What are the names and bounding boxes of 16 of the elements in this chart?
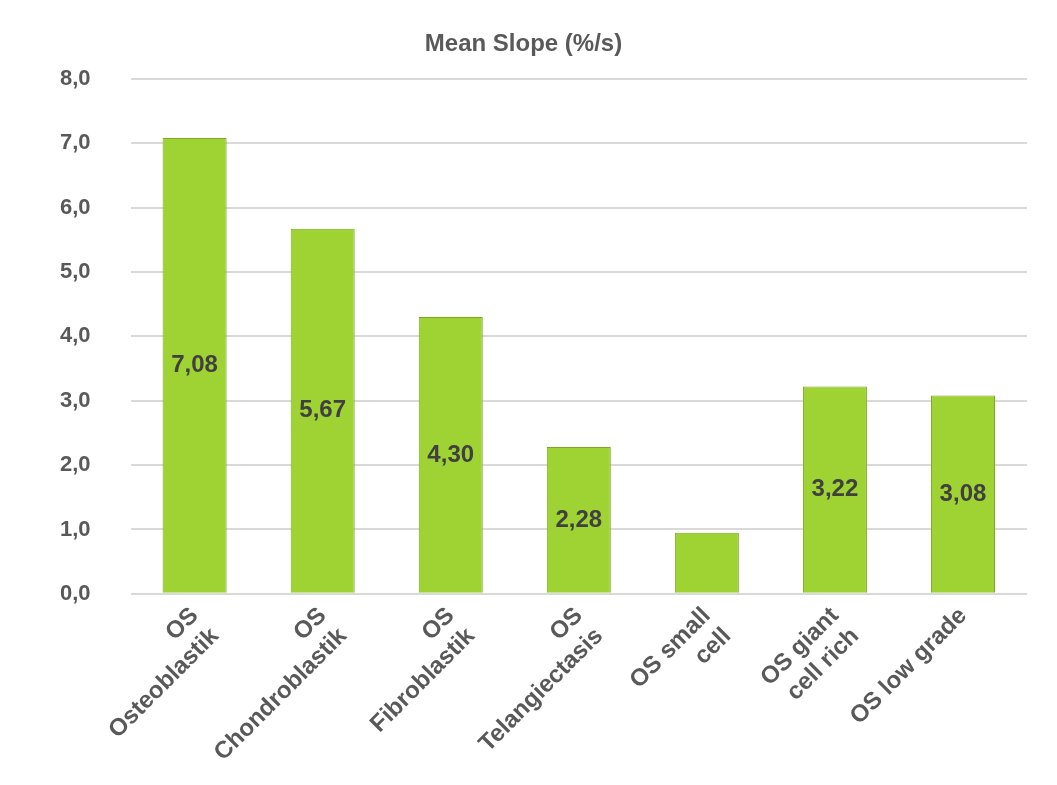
y-tick-label: 1,0 xyxy=(59,515,91,541)
data-label: 3,22 xyxy=(811,474,859,502)
y-tick-label: 0,0 xyxy=(59,579,91,605)
y-tick-label: 5,0 xyxy=(59,257,91,283)
y-tick-label: 3,0 xyxy=(59,386,91,412)
y-tick-label: 6,0 xyxy=(59,193,91,219)
y-tick-label: 4,0 xyxy=(59,322,91,348)
data-label: 4,30 xyxy=(427,439,475,467)
data-label: 5,67 xyxy=(299,395,347,423)
y-tick-label: 7,0 xyxy=(59,129,91,155)
data-label: 7,08 xyxy=(171,350,218,378)
data-label: 3,08 xyxy=(939,478,987,506)
data-label: 2,28 xyxy=(555,504,603,532)
chart-title: Mean Slope (%/s) xyxy=(424,29,623,57)
y-tick-label: 8,0 xyxy=(59,64,91,90)
y-tick-label: 2,0 xyxy=(59,451,91,477)
